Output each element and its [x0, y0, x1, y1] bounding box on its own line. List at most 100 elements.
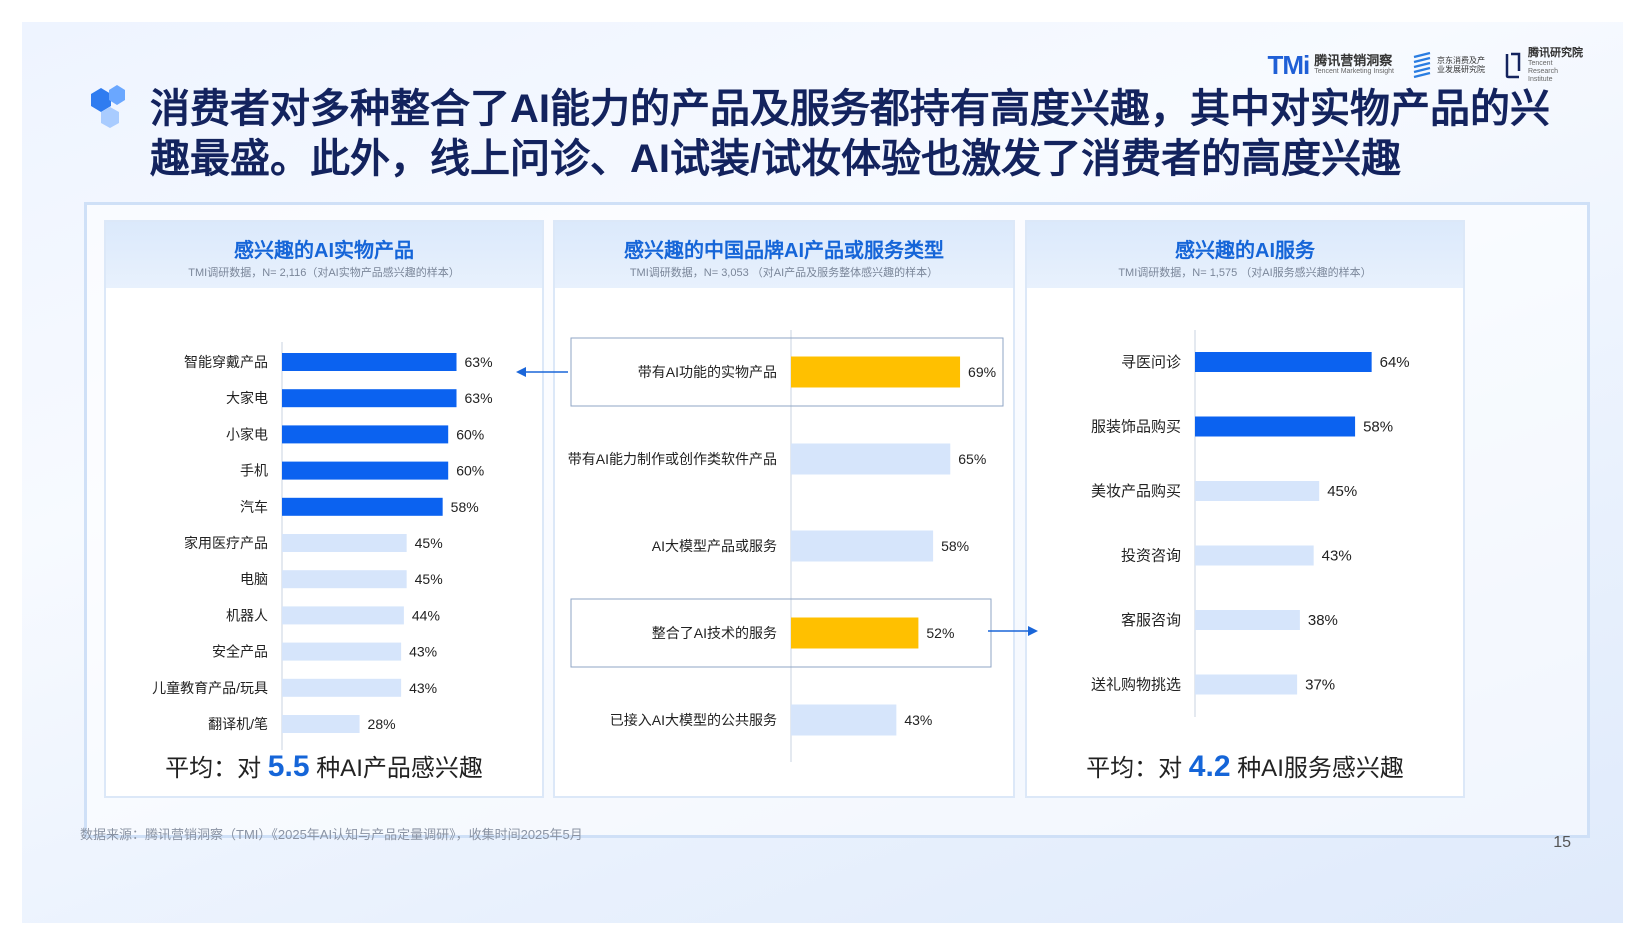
- page-title: 消费者对多种整合了AI能力的产品及服务都持有高度兴趣，其中对实物产品的兴 趣最盛…: [150, 84, 1590, 184]
- tri-logo: 腾讯研究院 Tencent Research Institute: [1503, 46, 1583, 84]
- value-label: 64%: [1380, 354, 1410, 371]
- category-label: 手机: [240, 463, 268, 479]
- category-label: 整合了AI技术的服务: [652, 625, 777, 641]
- tri-logo-name: 腾讯研究院: [1528, 47, 1583, 59]
- summary-prefix: 平均：对: [165, 755, 262, 782]
- category-label: 服装饰品购买: [1091, 419, 1181, 436]
- panel-ai-physical-products: 感兴趣的AI实物产品 TMI调研数据，N= 2,116（对AI实物产品感兴趣的样…: [104, 220, 544, 798]
- value-label: 60%: [456, 463, 484, 479]
- value-label: 63%: [465, 354, 493, 370]
- summary-suffix: 种AI产品感兴趣: [316, 755, 483, 782]
- value-label: 58%: [941, 538, 969, 554]
- tmi-logo-name: 腾讯营销洞察: [1314, 53, 1393, 68]
- bar: [791, 617, 919, 649]
- category-label: 客服咨询: [1121, 612, 1181, 629]
- chart-china-brand-ai: 带有AI功能的实物产品 69% 带有AI能力制作或创作类软件产品 65% AI大模型产品…: [568, 330, 1004, 762]
- category-label: 电脑: [240, 571, 268, 587]
- bar: [282, 678, 402, 697]
- bar: [282, 389, 457, 408]
- jd-logo: 京东消费及产业发展研究院: [1412, 51, 1485, 79]
- bar: [1195, 545, 1314, 566]
- value-label: 43%: [409, 680, 437, 696]
- tmi-logo-en: Tencent Marketing Insight: [1314, 68, 1394, 75]
- panel-title: 感兴趣的AI服务: [1175, 240, 1315, 262]
- bar: [791, 443, 951, 475]
- value-label: 38%: [1308, 612, 1338, 629]
- value-label: 52%: [926, 625, 954, 641]
- category-label: 儿童教育产品/玩具: [152, 680, 268, 696]
- bar: [282, 534, 407, 552]
- category-label: 带有AI能力制作或创作类软件产品: [568, 451, 777, 467]
- category-label: 汽车: [240, 499, 268, 515]
- tmi-logo-mark: TMi: [1267, 49, 1310, 80]
- panel-summary: 平均：对 4.2 种AI服务感兴趣: [1027, 748, 1463, 784]
- category-label: 送礼购物挑选: [1091, 677, 1181, 694]
- summary-value: 4.2: [1188, 750, 1231, 783]
- category-label: 家用医疗产品: [184, 535, 268, 551]
- chart-ai-services: 寻医问诊 64% 服装饰品购买 58% 美妆产品购买 45% 投资咨询 43% 客服咨询 38% 送…: [1091, 330, 1410, 717]
- summary-suffix: 种AI服务感兴趣: [1237, 755, 1404, 782]
- panel-subtitle: TMI调研数据，N= 1,575 （对AI服务感兴趣的样本）: [1118, 267, 1372, 279]
- value-label: 60%: [456, 426, 484, 442]
- slide: TMi 腾讯营销洞察 Tencent Marketing Insight 京东消…: [22, 22, 1623, 923]
- panel-summary: 平均：对 5.5 种AI产品感兴趣: [106, 748, 542, 784]
- bar: [1195, 674, 1298, 695]
- tri-mark-icon: [1505, 52, 1521, 79]
- bar: [1195, 352, 1372, 372]
- category-label: 投资咨询: [1121, 548, 1181, 565]
- value-label: 43%: [1322, 548, 1352, 565]
- bar: [791, 530, 934, 562]
- value-label: 58%: [1363, 419, 1393, 436]
- tri-logo-en: Tencent Research Institute: [1528, 60, 1558, 83]
- value-label: 58%: [451, 499, 479, 515]
- bar: [282, 570, 407, 589]
- bar: [791, 704, 897, 736]
- highlight-box: [570, 337, 1004, 407]
- bar: [791, 356, 961, 388]
- value-label: 69%: [968, 364, 996, 380]
- summary-prefix: 平均：对: [1086, 755, 1183, 782]
- highlight-box: [570, 598, 992, 668]
- chart-ai-physical-products: 智能穿戴产品 63% 大家电 63% 小家电 60% 手机 60% 汽车 58% 家用医疗产品 45%…: [152, 342, 493, 750]
- logo-bar: TMi 腾讯营销洞察 Tencent Marketing Insight 京东消…: [1267, 46, 1583, 84]
- value-label: 63%: [465, 390, 493, 406]
- value-label: 37%: [1305, 677, 1335, 694]
- panel-ai-services: 感兴趣的AI服务 TMI调研数据，N= 1,575 （对AI服务感兴趣的样本） …: [1025, 220, 1465, 798]
- value-label: 28%: [368, 716, 396, 732]
- page-title-line-1: 消费者对多种整合了AI能力的产品及服务都持有高度兴趣，其中对实物产品的兴: [150, 87, 1550, 131]
- summary-value: 5.5: [267, 750, 310, 783]
- value-label: 43%: [409, 644, 437, 660]
- jd-logo-name: 京东消费及产业发展研究院: [1437, 56, 1485, 74]
- bar: [1195, 610, 1300, 630]
- panel-subtitle: TMI调研数据，N= 2,116（对AI实物产品感兴趣的样本）: [188, 267, 460, 279]
- panel-subtitle: TMI调研数据，N= 3,053 （对AI产品及服务整体感兴趣的样本）: [629, 267, 939, 279]
- category-label: AI大模型产品或服务: [652, 538, 777, 554]
- category-label: 翻译机/笔: [208, 716, 268, 732]
- value-label: 43%: [904, 712, 932, 728]
- panel-header: 感兴趣的AI服务 TMI调研数据，N= 1,575 （对AI服务感兴趣的样本）: [1027, 222, 1463, 288]
- category-label: 安全产品: [212, 644, 268, 660]
- bar: [282, 715, 360, 733]
- bar: [282, 606, 404, 625]
- category-label: 寻医问诊: [1121, 354, 1181, 371]
- value-label: 45%: [415, 571, 443, 587]
- panel-china-brand-ai: 感兴趣的中国品牌AI产品或服务类型 TMI调研数据，N= 3,053 （对AI产…: [553, 220, 1015, 798]
- bar: [282, 353, 457, 371]
- category-label: 机器人: [226, 607, 268, 623]
- cube-cluster-icon: [91, 85, 125, 128]
- bar: [282, 497, 443, 516]
- bar: [282, 642, 402, 661]
- bar: [1195, 416, 1356, 437]
- bar: [282, 425, 449, 444]
- panel-header: 感兴趣的中国品牌AI产品或服务类型 TMI调研数据，N= 3,053 （对AI产…: [555, 222, 1013, 288]
- category-label: 大家电: [226, 390, 268, 406]
- category-label: 带有AI功能的实物产品: [638, 364, 777, 380]
- value-label: 44%: [412, 607, 440, 623]
- page-number: 15: [1553, 834, 1571, 851]
- value-label: 45%: [415, 535, 443, 551]
- bar: [1195, 481, 1320, 501]
- page-title-line-2: 趣最盛。此外，线上问诊、AI试装/试妆体验也激发了消费者的高度兴趣: [150, 137, 1402, 181]
- jd-stripes-icon: [1413, 51, 1431, 79]
- value-label: 65%: [958, 451, 986, 467]
- category-label: 美妆产品购买: [1091, 483, 1181, 500]
